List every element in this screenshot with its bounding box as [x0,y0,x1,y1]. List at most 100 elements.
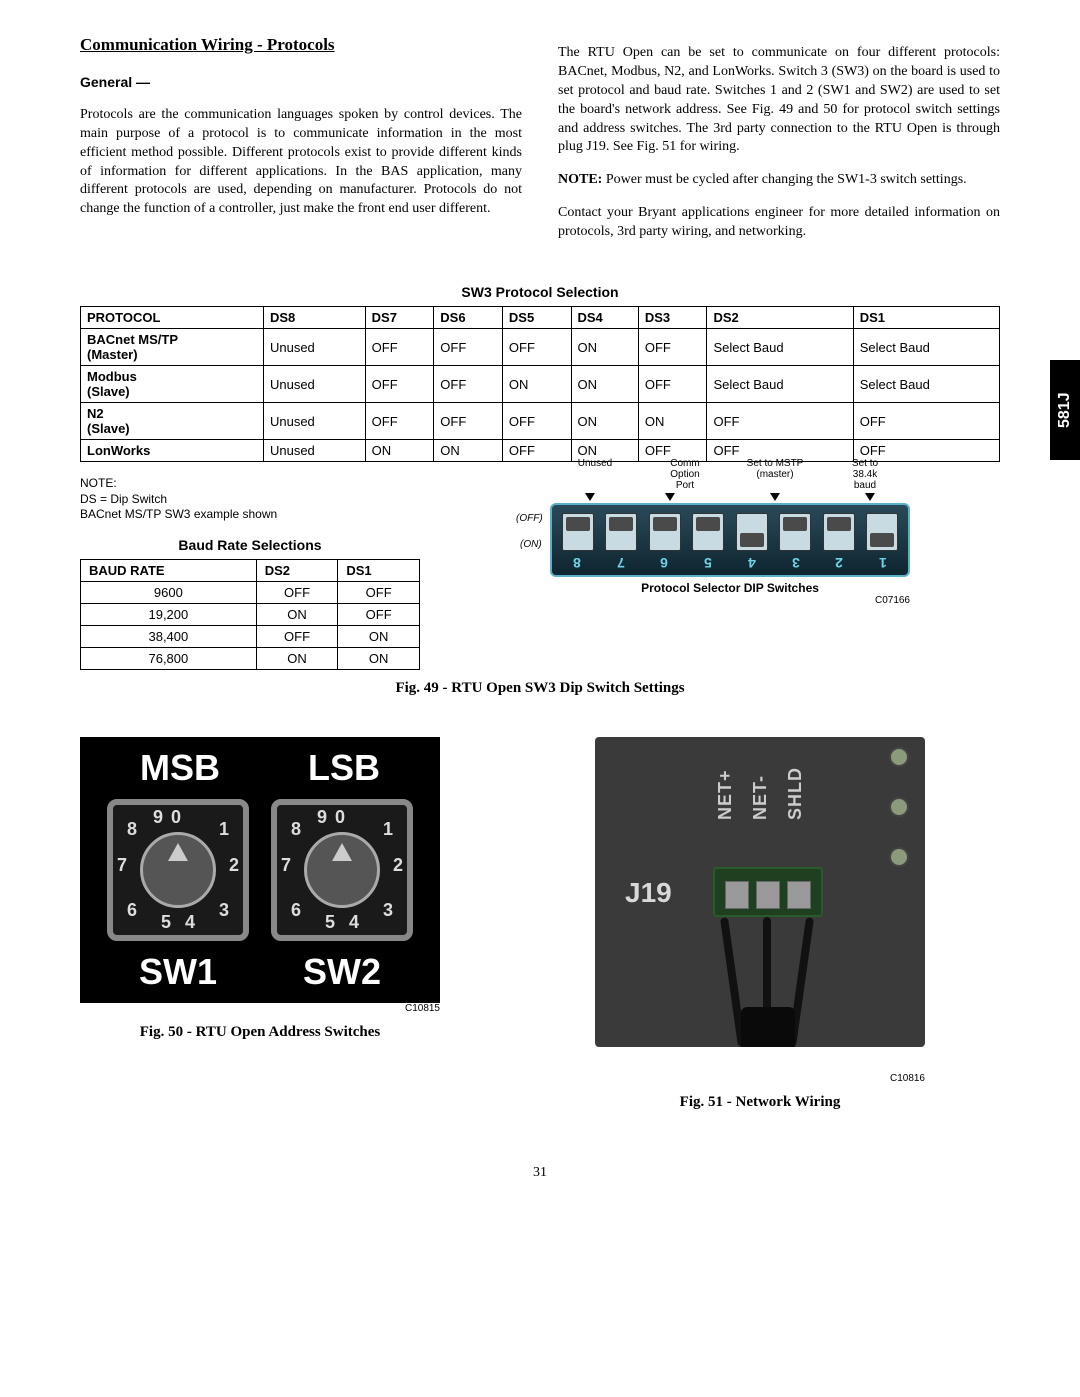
table-cell: Unused [263,329,365,366]
table-cell: OFF [502,329,571,366]
table-cell: OFF [638,366,707,403]
table-row: N2(Slave)UnusedOFFOFFOFFONONOFFOFF [81,403,1000,440]
term-net-minus: NET- [750,767,771,820]
table1-note: NOTE:DS = Dip SwitchBACnet MS/TP SW3 exa… [80,476,420,523]
dip-number: 1 [868,555,898,571]
table-cell: ON [256,647,338,669]
table-cell: 76,800 [81,647,257,669]
rotary-sw1-label: SW1 [139,951,217,993]
table-cell: BACnet MS/TP(Master) [81,329,264,366]
section-title: Communication Wiring - Protocols [80,34,522,57]
table-cell: ON [338,647,420,669]
table-row: 9600OFFOFF [81,581,420,603]
dip-number: 7 [606,555,636,571]
rotary-sw2-label: SW2 [303,951,381,993]
fig49-caption: Fig. 49 - RTU Open SW3 Dip Switch Settin… [80,680,1000,697]
rotary-image-code: C10815 [80,1003,440,1014]
table-cell: OFF [434,329,503,366]
side-tab: 581J [1050,360,1080,460]
table2-title: Baud Rate Selections [80,537,420,553]
dip-top-label: Set to38.4kbaud [820,458,910,491]
col2-note: NOTE: Power must be cycled after changin… [558,171,1000,190]
col2-paragraph-2: Contact your Bryant applications enginee… [558,204,1000,242]
table-header: DS5 [502,307,571,329]
general-heading: General — [80,73,522,92]
page-number: 31 [80,1165,1000,1181]
rotary-dial-sw2: 0 1 2 3 4 5 6 7 8 9 [271,799,413,941]
table-cell: OFF [365,403,434,440]
dip-switch [692,513,724,551]
table-cell: OFF [365,329,434,366]
dip-number: 8 [562,555,592,571]
table-cell: ON [256,603,338,625]
note-text: Power must be cycled after changing the … [602,172,966,187]
table-cell: OFF [256,581,338,603]
table-header: BAUD RATE [81,559,257,581]
table1-title: SW3 Protocol Selection [80,284,1000,300]
table-header: DS8 [263,307,365,329]
rotary-dial-sw1: 0 1 2 3 4 5 6 7 8 9 [107,799,249,941]
table-cell: 9600 [81,581,257,603]
protocol-table: PROTOCOLDS8DS7DS6DS5DS4DS3DS2DS1 BACnet … [80,306,1000,462]
table-row: 38,400OFFON [81,625,420,647]
dip-off-label: (OFF) [516,513,543,524]
table-cell: OFF [707,403,853,440]
dip-switch [562,513,594,551]
table-row: Modbus(Slave)UnusedOFFOFFONONOFFSelect B… [81,366,1000,403]
table-cell: Modbus(Slave) [81,366,264,403]
table-cell: OFF [638,329,707,366]
table-header: DS1 [338,559,420,581]
table-cell: ON [571,403,638,440]
table-row: 19,200ONOFF [81,603,420,625]
table-cell: ON [502,366,571,403]
table-cell: N2(Slave) [81,403,264,440]
fig51-caption: Fig. 51 - Network Wiring [680,1094,841,1111]
table-cell: OFF [256,625,338,647]
table-row: BACnet MS/TP(Master)UnusedOFFOFFOFFONOFF… [81,329,1000,366]
table-header: PROTOCOL [81,307,264,329]
dip-switch [736,513,768,551]
table-cell: OFF [502,403,571,440]
table-header: DS1 [853,307,999,329]
table-header: DS2 [707,307,853,329]
table-cell: Unused [263,440,365,462]
fig50-caption: Fig. 50 - RTU Open Address Switches [80,1024,440,1041]
table-cell: 19,200 [81,603,257,625]
netwire-image-code: C10816 [595,1073,925,1084]
dip-number: 5 [693,555,723,571]
rotary-switch-figure: MSB LSB 0 1 2 3 4 5 6 7 8 9 [80,737,440,1003]
note-label: NOTE: [558,172,602,187]
dip-switch-figure: UnusedCommOptionPortSet to MSTP(master)S… [550,458,910,606]
table-cell: ON [571,366,638,403]
dip-number: 6 [649,555,679,571]
table-header: DS4 [571,307,638,329]
dip-top-label: CommOptionPort [640,458,730,491]
dip-caption: Protocol Selector DIP Switches [550,581,910,595]
table-cell: OFF [853,403,999,440]
general-text: Protocols are the communication language… [80,106,522,219]
table-cell: Select Baud [707,366,853,403]
dip-switch [779,513,811,551]
col2-paragraph-1: The RTU Open can be set to communicate o… [558,44,1000,157]
dip-switch [866,513,898,551]
table-header: DS2 [256,559,338,581]
rotary-lsb-label: LSB [308,747,380,789]
network-wiring-figure: NET+ NET- SHLD J19 [595,737,925,1047]
rotary-msb-label: MSB [140,747,220,789]
dip-number: 2 [824,555,854,571]
dip-switch [649,513,681,551]
table-header: DS3 [638,307,707,329]
table-cell: Select Baud [707,329,853,366]
table-cell: Select Baud [853,366,999,403]
dip-top-label: Set to MSTP(master) [730,458,820,491]
dip-switch [605,513,637,551]
table-cell: Unused [263,366,365,403]
table-cell: Select Baud [853,329,999,366]
table-cell: OFF [434,403,503,440]
table-cell: Unused [263,403,365,440]
table-header: DS6 [434,307,503,329]
table-cell: OFF [338,581,420,603]
dip-image-code: C07166 [550,595,910,606]
j19-label: J19 [625,877,672,909]
term-net-plus: NET+ [715,767,736,820]
